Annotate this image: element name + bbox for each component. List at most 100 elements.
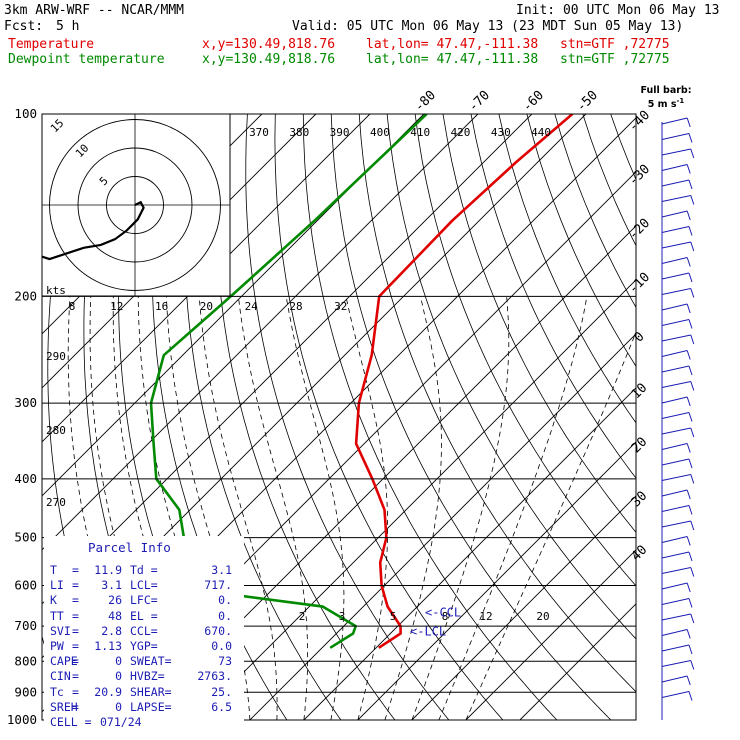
parcel-param-value: 717. <box>204 578 232 593</box>
isotherm-label: 30 <box>629 489 651 511</box>
wind-barb-flag <box>686 489 691 500</box>
parcel-param-value: 11.9 <box>94 563 122 577</box>
wind-barb-flag <box>690 381 695 391</box>
parcel-param-value: 670. <box>204 623 232 638</box>
hodograph-axis-label: 12 <box>110 300 123 313</box>
parcel-param-value: 73 <box>218 654 232 669</box>
temperature-xy: x,y=130.49,818.76 <box>202 37 336 52</box>
wind-barb <box>661 241 691 249</box>
dry-adiabat <box>639 114 740 720</box>
dry-adiabat <box>386 114 636 640</box>
dry-adiabat <box>470 114 636 479</box>
wind-barb <box>661 474 691 481</box>
parcel-info-panel: Parcel Info T = 11.9 Td = 3.1 LI = 3.1 LCL= 717. K… <box>44 536 244 729</box>
parcel-param-label: LAPSE= <box>130 699 172 714</box>
parcel-param-label: CIN <box>50 669 71 684</box>
parcel-equals: = <box>72 623 79 638</box>
hodograph-axis-label: 20 <box>200 300 213 313</box>
wind-barb-flag <box>690 567 695 577</box>
isotherm-label: -70 <box>466 88 493 115</box>
isotherm-line <box>249 333 636 720</box>
isotherm-line <box>42 114 371 443</box>
wind-barb-flag <box>690 427 695 438</box>
wind-barb <box>661 319 690 326</box>
dry-adiabat <box>526 114 636 368</box>
parcel-param-label: T <box>50 563 57 577</box>
mixing-ratio-label: 8 <box>442 610 449 623</box>
parcel-param-value: 26 <box>108 593 122 608</box>
forecast-hours: 5 h <box>56 19 80 34</box>
isotherm-line <box>303 387 636 720</box>
wind-barb <box>661 660 691 667</box>
hodograph-axis-label: 8 <box>69 300 76 313</box>
wind-barb <box>661 350 688 357</box>
forecast-label: Fcst: <box>4 19 44 34</box>
theta-label: 280 <box>46 424 66 437</box>
dry-adiabat <box>183 114 342 720</box>
wind-barb <box>661 133 690 140</box>
isotherm-line <box>42 114 533 605</box>
parcel-equals: = <box>72 593 79 608</box>
wind-barb <box>661 443 688 450</box>
dewpoint-profile <box>149 114 428 649</box>
wind-barb <box>661 644 690 652</box>
wind-barb-flag <box>690 241 695 252</box>
wind-barb <box>661 210 688 218</box>
moist-adiabat <box>465 331 636 720</box>
wind-barb-flag <box>686 675 691 686</box>
isobar-label: 1000 <box>7 712 37 727</box>
parcel-param-label: LFC= <box>130 593 158 608</box>
wind-barb-flag <box>690 660 695 670</box>
parcel-param-label: PW <box>50 639 64 653</box>
wind-barb-flag <box>688 598 693 608</box>
wind-barb-column <box>661 117 695 720</box>
parcel-param-value: 3.1 <box>211 563 232 577</box>
temperature-station: stn=GTF ,72775 <box>560 37 670 52</box>
theta-label: 430 <box>491 126 511 139</box>
wind-barb <box>661 303 688 311</box>
wind-barb <box>661 458 690 466</box>
parcel-param-value: 25. <box>211 684 232 699</box>
wind-barb <box>661 505 690 512</box>
dry-adiabat <box>610 114 636 181</box>
ccl-annotation: <-CCL <box>425 606 461 620</box>
wind-barb <box>661 179 690 187</box>
theta-label: 410 <box>410 126 430 139</box>
wind-barb <box>661 567 691 574</box>
plot-frame <box>41 113 637 721</box>
mixing-ratio-label: 12 <box>479 610 492 623</box>
wind-barb-flag <box>686 117 691 128</box>
parcel-param-label: LCL= <box>130 578 158 593</box>
wind-barb-flag <box>686 164 691 174</box>
parcel-param-value: 0.0 <box>211 639 232 653</box>
parcel-param-label: CELL = <box>50 715 92 729</box>
isotherm-label: 40 <box>629 543 651 565</box>
wind-barb-flag <box>688 272 693 283</box>
wind-barb-flag <box>688 365 693 376</box>
wind-barb <box>661 691 690 698</box>
dry-adiabat <box>554 114 636 309</box>
wind-barb <box>661 148 691 156</box>
isotherm-line <box>357 441 636 720</box>
parcel-param-value: 2763. <box>197 669 232 684</box>
wind-barb-flag <box>686 629 691 639</box>
hodograph-axis-label: 24 <box>245 300 259 313</box>
wind-barb <box>661 334 691 342</box>
parcel-param-label: K <box>50 593 57 608</box>
wind-barb <box>661 195 691 202</box>
isotherm-label: -50 <box>574 88 601 115</box>
parcel-param-label: TT <box>50 608 64 623</box>
hodograph-trace <box>42 200 145 261</box>
parcel-param-value: 2.8 <box>101 623 122 638</box>
parcel-info-title: Parcel Info <box>88 540 171 555</box>
isotherm-label: 10 <box>629 381 651 403</box>
wind-barb-flag <box>688 133 693 143</box>
wind-barb-flag <box>688 319 693 329</box>
full-barb-title: Full barb: <box>640 85 692 96</box>
wind-barb-flag <box>690 148 695 159</box>
moist-adiabat <box>238 296 309 720</box>
isobar-label: 500 <box>14 530 37 545</box>
wind-barb <box>661 582 688 590</box>
temperature-latlon: lat,lon= 47.47,-111.38 <box>366 37 539 52</box>
